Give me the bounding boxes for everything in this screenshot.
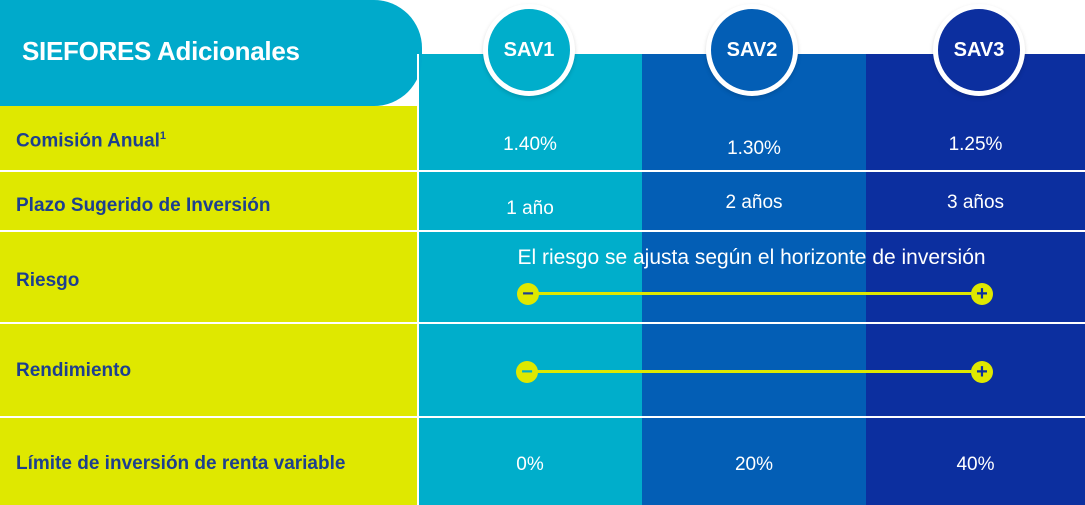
sav3-badge: SAV3 bbox=[933, 4, 1025, 96]
limite-sav1: 0% bbox=[516, 454, 544, 475]
riesgo-minus-icon: − bbox=[517, 283, 539, 305]
limite-sav2: 20% bbox=[734, 454, 774, 475]
label-column bbox=[0, 106, 418, 505]
plazo-sav1: 1 año bbox=[506, 198, 554, 219]
row-label-riesgo: Riesgo bbox=[16, 270, 80, 291]
comision-sav1: 1.40% bbox=[503, 134, 557, 155]
row-label-comision: Comisión Anual1 bbox=[16, 130, 166, 152]
sav3-column bbox=[866, 54, 1085, 505]
rendimiento-minus-icon: − bbox=[516, 361, 538, 383]
row-label-limite: Límite de inversión de renta variable bbox=[16, 453, 346, 474]
page-title: SIEFORES Adicionales bbox=[22, 36, 300, 66]
sav2-column bbox=[642, 54, 866, 505]
row-label-rendimiento: Rendimiento bbox=[16, 360, 132, 381]
row-divider bbox=[0, 170, 1085, 172]
row-label-plazo: Plazo Sugerido de Inversión bbox=[16, 195, 271, 216]
rendimiento-scale-line bbox=[528, 370, 982, 373]
comision-footnote: 1 bbox=[159, 130, 167, 142]
row-divider bbox=[0, 322, 1085, 324]
comision-label-text: Comisión Anual bbox=[16, 130, 160, 152]
riesgo-plus-icon: + bbox=[971, 283, 993, 305]
sav1-badge: SAV1 bbox=[483, 4, 575, 96]
column-divider bbox=[417, 54, 419, 505]
sav1-column bbox=[418, 54, 642, 505]
plazo-sav3: 3 años bbox=[946, 192, 1005, 213]
riesgo-scale-line bbox=[528, 292, 982, 295]
comision-sav2: 1.30% bbox=[727, 138, 781, 159]
comision-sav3: 1.25% bbox=[948, 134, 1003, 155]
row-divider bbox=[0, 230, 1085, 232]
limite-sav3: 40% bbox=[956, 454, 995, 475]
riesgo-note: El riesgo se ajusta según el horizonte d… bbox=[517, 246, 986, 269]
rendimiento-plus-icon: + bbox=[971, 361, 993, 383]
sav2-badge: SAV2 bbox=[706, 4, 798, 96]
sav2-label: SAV2 bbox=[726, 38, 778, 61]
sav3-label: SAV3 bbox=[953, 38, 1005, 61]
plazo-sav2: 2 años bbox=[725, 192, 783, 213]
sav1-label: SAV1 bbox=[503, 38, 555, 61]
row-divider bbox=[0, 416, 1085, 418]
title-tab bbox=[0, 0, 422, 106]
